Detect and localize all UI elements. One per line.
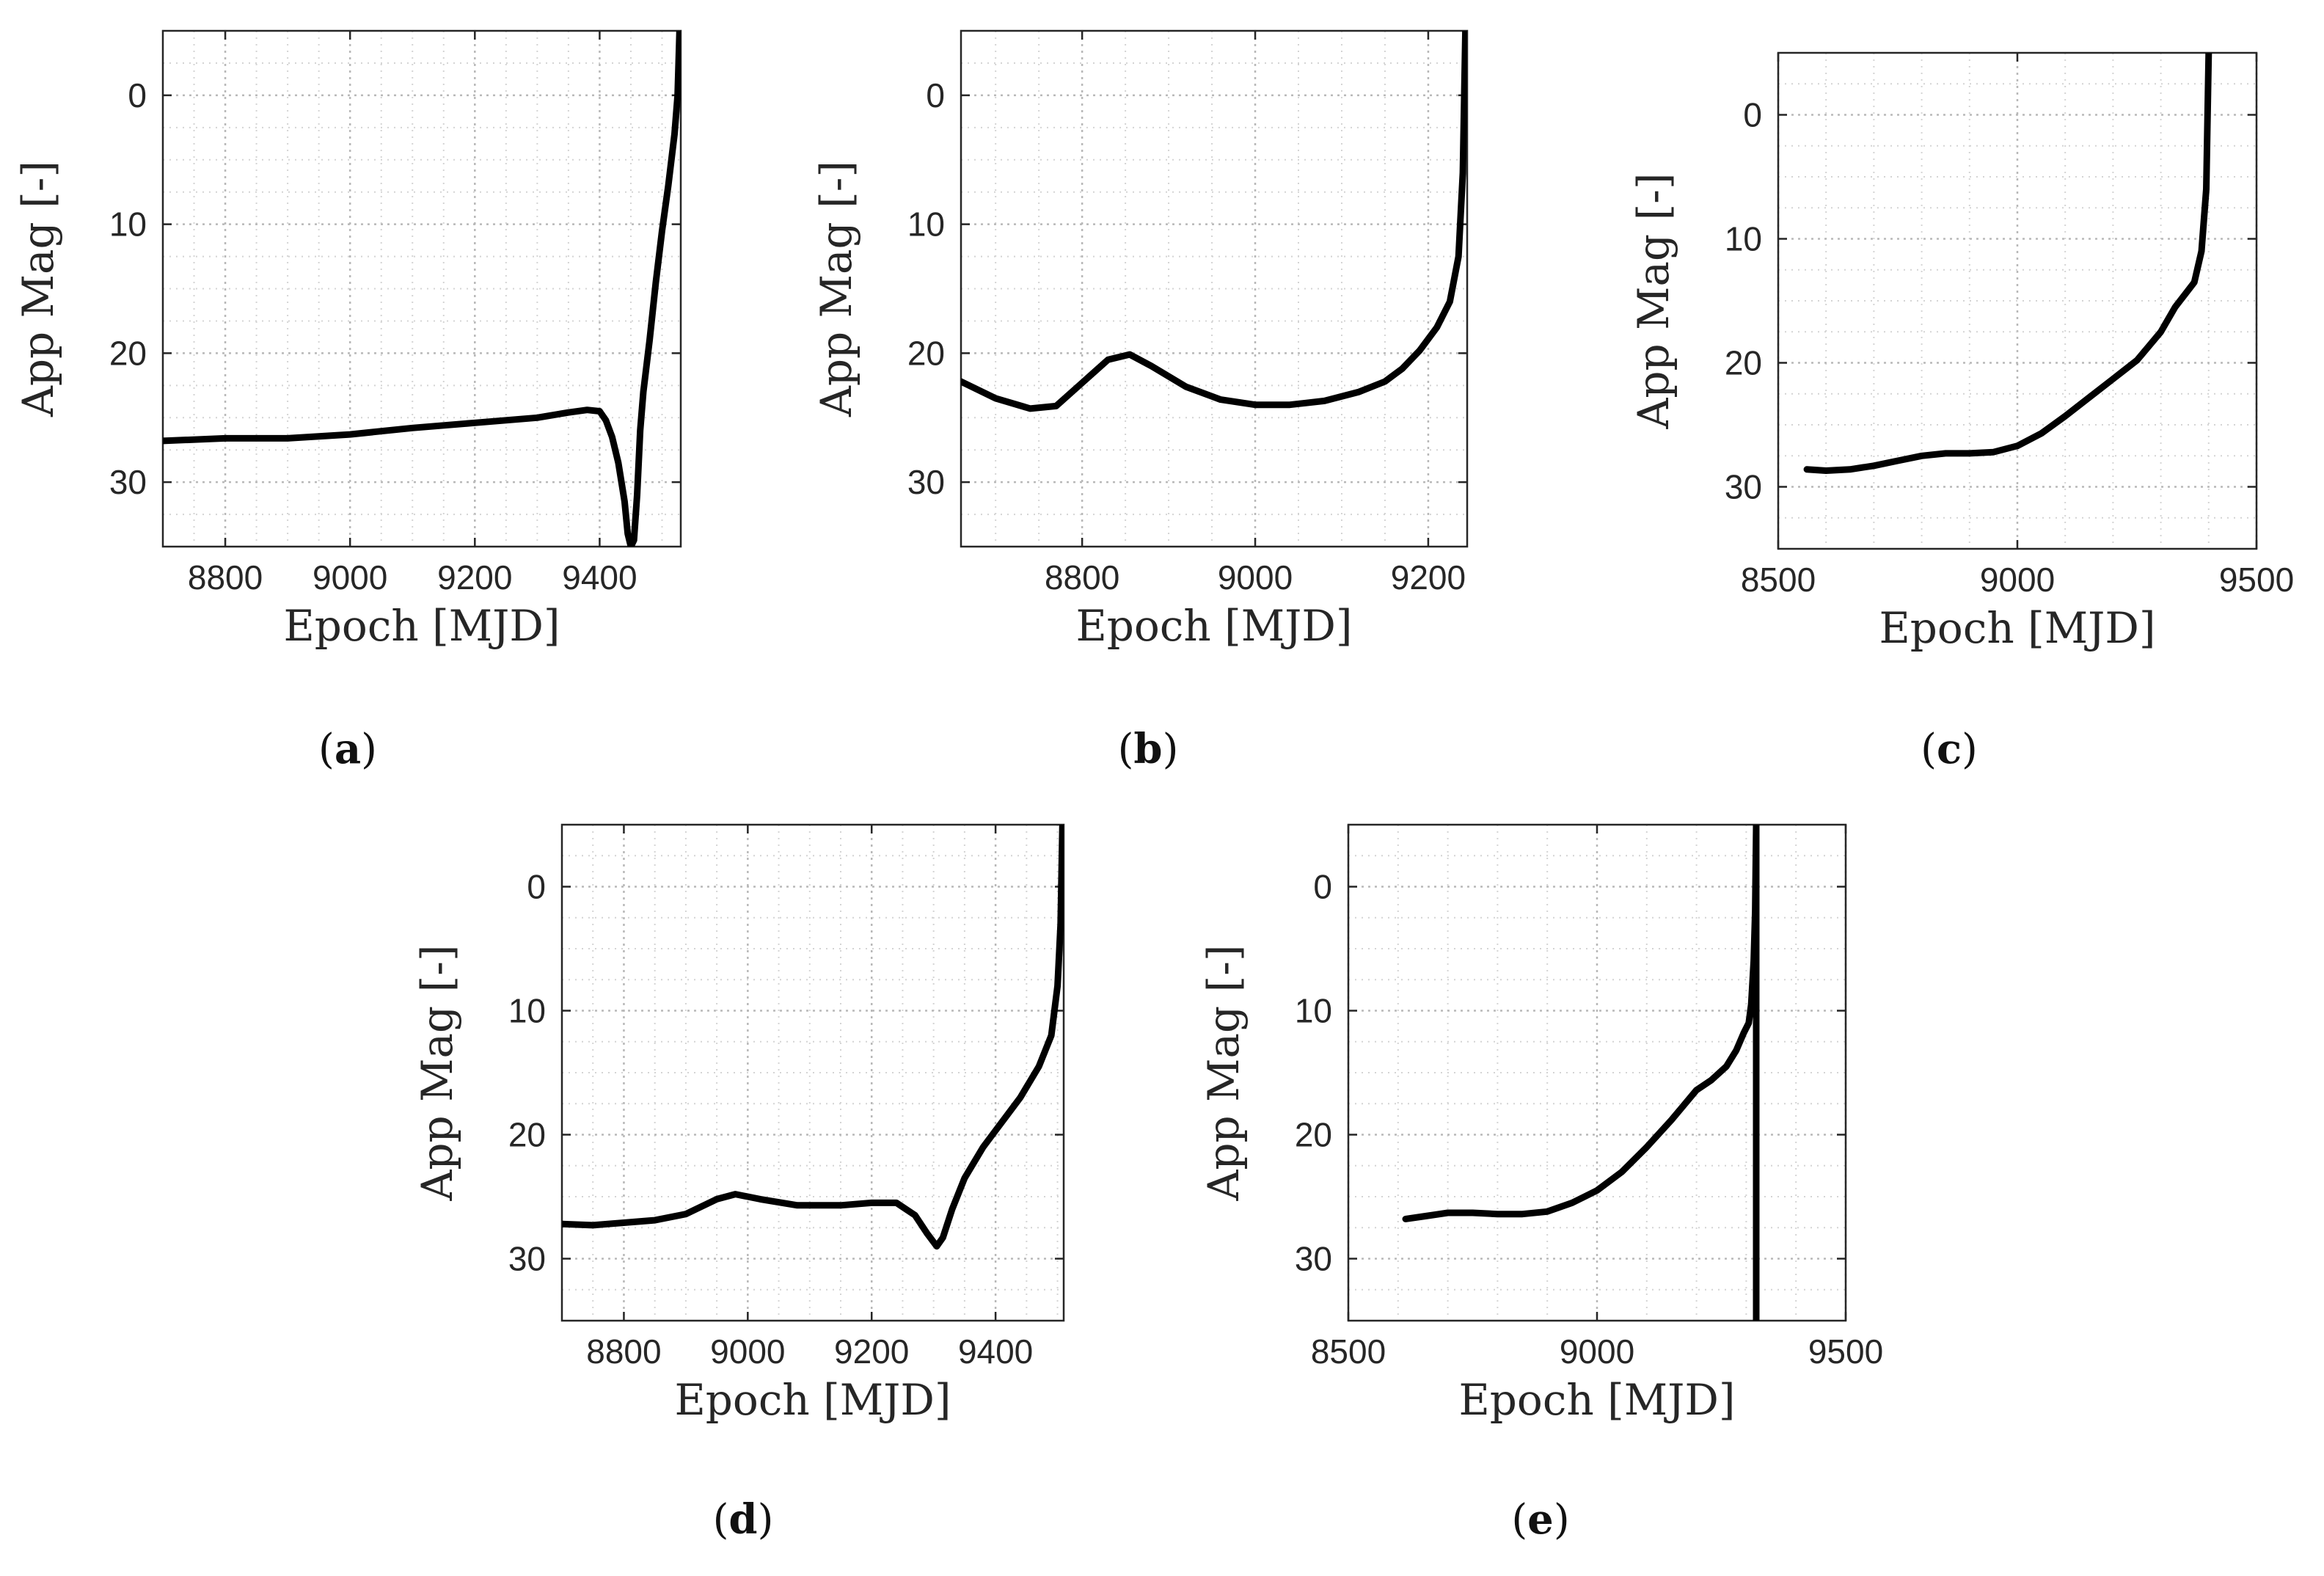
y-axis-label: App Mag [-] — [412, 945, 462, 1202]
panel-caption: (d) — [713, 1495, 774, 1544]
panel-letter: e — [1527, 1495, 1554, 1544]
x-tick-label: 8800 — [188, 558, 263, 597]
panel-caption: (c) — [1921, 725, 1978, 773]
panel-letter: b — [1133, 725, 1162, 773]
x-tick-label: 8800 — [586, 1332, 661, 1371]
x-tick-label: 9000 — [1560, 1332, 1634, 1371]
y-tick-label: 10 — [907, 205, 945, 244]
panel-letter: d — [728, 1495, 757, 1544]
grid — [1347, 824, 1847, 1321]
x-tick-label: 9200 — [437, 558, 512, 597]
panel-a: 8800 9000 9200 9400 0 10 20 30 Epoch [MJD] App Ma… — [13, 29, 682, 773]
y-tick-label: 20 — [508, 1116, 546, 1154]
panel-caption: (e) — [1511, 1495, 1569, 1544]
y-tick-label: 10 — [508, 992, 546, 1030]
x-tick-label: 8500 — [1311, 1332, 1386, 1371]
y-tick-label: 30 — [508, 1240, 546, 1278]
y-axis-label: App Mag [-] — [13, 161, 63, 417]
y-axis-label: App Mag [-] — [1199, 945, 1249, 1202]
axes-box — [960, 29, 1469, 548]
x-axis-label: Epoch [MJD] — [1458, 1375, 1735, 1425]
y-tick-label: 30 — [1725, 468, 1762, 506]
x-tick-label: 8500 — [1741, 561, 1816, 599]
x-tick-label: 9500 — [1808, 1332, 1883, 1371]
x-axis-label: Epoch [MJD] — [1879, 603, 2155, 653]
grid — [561, 824, 1064, 1321]
y-tick-label: 0 — [128, 76, 147, 114]
series-line-c — [1803, 53, 2212, 474]
y-tick-label: 10 — [109, 205, 147, 244]
y-tick-label: 0 — [527, 868, 546, 906]
grid — [1777, 52, 2258, 550]
y-tick-label: 20 — [1295, 1116, 1332, 1154]
series-line-a — [163, 31, 681, 547]
y-axis-label: App Mag [-] — [1629, 173, 1678, 430]
y-tick-label: 20 — [907, 334, 945, 372]
series-line-b — [961, 31, 1467, 412]
y-tick-label: 0 — [926, 76, 945, 114]
panel-d: 8800 9000 9200 9400 0 10 20 30 Epoch [MJD] App Ma… — [412, 823, 1065, 1544]
x-tick-label: 9000 — [1980, 561, 2055, 599]
x-tick-label: 9200 — [1391, 558, 1466, 597]
panel-caption: (b) — [1118, 725, 1179, 773]
y-tick-label: 0 — [1743, 96, 1762, 134]
grid — [961, 30, 1467, 547]
x-tick-label: 9500 — [2219, 561, 2294, 599]
panel-e: 8500 9000 9500 0 10 20 30 Epoch [MJD] App Mag [-… — [1199, 823, 1883, 1544]
panel-letter: c — [1937, 725, 1962, 773]
grid — [162, 30, 681, 547]
x-tick-label: 9000 — [313, 558, 387, 597]
y-tick-label: 30 — [907, 463, 945, 501]
panel-caption: (a) — [318, 725, 377, 773]
panel-c: 8500 9000 9500 0 10 20 30 Epoch [MJD] App Mag [-… — [1629, 51, 2294, 773]
x-tick-label: 9000 — [710, 1332, 785, 1371]
series-line-e — [1402, 825, 1760, 1321]
x-tick-label: 9400 — [562, 558, 637, 597]
x-axis-label: Epoch [MJD] — [1075, 601, 1352, 651]
x-axis-label: Epoch [MJD] — [283, 601, 560, 651]
y-axis-label: App Mag [-] — [811, 161, 861, 417]
panel-b: 8800 9000 9200 0 10 20 30 Epoch [MJD] App Mag [-… — [811, 29, 1469, 773]
axes-box — [161, 29, 682, 548]
y-tick-label: 10 — [1725, 220, 1762, 258]
y-tick-label: 10 — [1295, 992, 1332, 1030]
x-axis-label: Epoch [MJD] — [674, 1375, 951, 1425]
y-tick-label: 30 — [1295, 1240, 1332, 1278]
y-tick-label: 0 — [1313, 868, 1332, 906]
axes-box — [560, 823, 1065, 1322]
x-tick-label: 9400 — [958, 1332, 1033, 1371]
series-line-d — [562, 825, 1064, 1250]
x-tick-label: 9200 — [834, 1332, 909, 1371]
y-tick-label: 20 — [109, 334, 147, 372]
y-tick-label: 20 — [1725, 344, 1762, 382]
y-tick-label: 30 — [109, 463, 147, 501]
panel-letter: a — [335, 725, 361, 773]
x-tick-label: 8800 — [1045, 558, 1119, 597]
x-tick-label: 9000 — [1218, 558, 1293, 597]
